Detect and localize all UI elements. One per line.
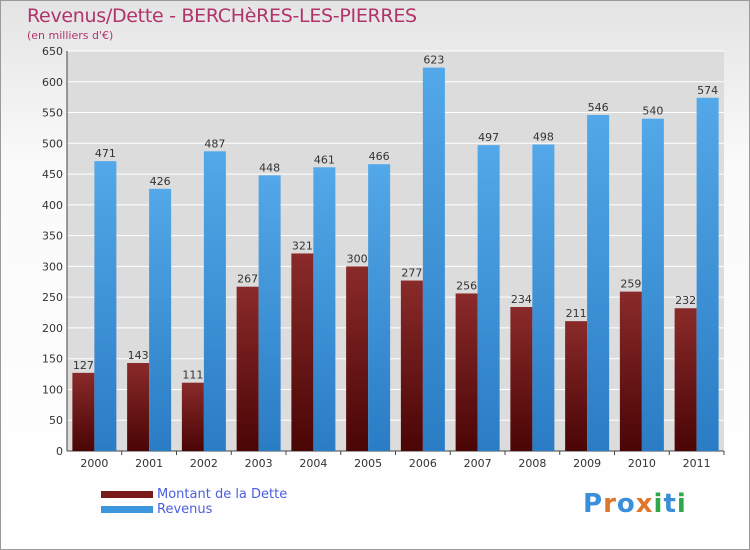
x-tick-label: 2011 (683, 457, 711, 470)
bar-dette (565, 321, 588, 451)
bar-dette (400, 280, 423, 451)
bar-dette (291, 253, 314, 451)
bar-revenus (94, 161, 117, 451)
x-tick-label: 2004 (299, 457, 327, 470)
bar-revenus (587, 115, 610, 451)
x-tick-label: 2009 (573, 457, 601, 470)
y-tick-label: 250 (42, 291, 63, 304)
data-label-dette: 277 (401, 267, 422, 280)
legend-swatch-revenus (101, 506, 153, 513)
y-tick-label: 600 (42, 76, 63, 89)
legend-swatch-dette (101, 491, 153, 498)
y-tick-label: 550 (42, 107, 63, 120)
data-label-revenus: 426 (150, 175, 171, 188)
legend-label-revenus: Revenus (157, 502, 213, 517)
legend-item-revenus: Revenus (101, 502, 287, 517)
bar-dette (455, 293, 478, 451)
bar-dette (127, 363, 150, 451)
y-tick-label: 500 (42, 137, 63, 150)
bar-revenus (422, 67, 445, 451)
bar-dette (619, 291, 642, 451)
data-label-dette: 127 (73, 359, 94, 372)
data-label-dette: 256 (456, 279, 477, 292)
bar-revenus (258, 175, 281, 452)
bar-dette (346, 266, 369, 451)
data-label-revenus: 546 (588, 101, 609, 114)
bar-revenus (313, 167, 336, 452)
legend-item-dette: Montant de la Dette (101, 487, 287, 502)
y-tick-label: 650 (42, 45, 63, 58)
legend-label-dette: Montant de la Dette (157, 487, 288, 502)
legend: Montant de la Dette Revenus (101, 487, 287, 517)
x-tick-label: 2003 (245, 457, 273, 470)
chart-title: Revenus/Dette - BERCHèRES-LES-PIERRES (27, 5, 417, 27)
bar-dette (72, 372, 95, 451)
x-tick-label: 2000 (80, 457, 108, 470)
data-label-dette: 259 (620, 278, 641, 291)
data-label-revenus: 471 (95, 147, 116, 160)
data-label-dette: 234 (511, 293, 532, 306)
x-tick-label: 2002 (190, 457, 218, 470)
data-label-revenus: 466 (369, 150, 390, 163)
y-tick-label: 0 (56, 445, 63, 458)
y-tick-label: 50 (49, 414, 63, 427)
data-label-revenus: 487 (204, 137, 225, 150)
plot-area (67, 51, 724, 451)
bar-revenus (477, 145, 500, 451)
bar-revenus (368, 164, 391, 451)
bar-dette (181, 382, 204, 451)
data-label-revenus: 623 (423, 54, 444, 67)
x-tick-label: 2008 (518, 457, 546, 470)
bar-dette (510, 307, 533, 451)
data-label-dette: 211 (566, 307, 587, 320)
data-label-revenus: 461 (314, 153, 335, 166)
x-tick-label: 2001 (135, 457, 163, 470)
data-label-revenus: 540 (642, 105, 663, 118)
data-label-revenus: 497 (478, 131, 499, 144)
data-label-dette: 267 (237, 273, 258, 286)
bar-dette (674, 308, 697, 451)
y-tick-label: 100 (42, 383, 63, 396)
bar-revenus (532, 144, 555, 452)
bar-revenus (203, 151, 226, 452)
x-tick-label: 2010 (628, 457, 656, 470)
data-label-revenus: 574 (697, 84, 718, 97)
x-tick-label: 2006 (409, 457, 437, 470)
chart-subtitle: (en milliers d'€) (27, 29, 114, 42)
data-label-dette: 143 (128, 349, 149, 362)
bar-dette (236, 286, 259, 451)
y-tick-label: 400 (42, 199, 63, 212)
x-tick-label: 2005 (354, 457, 382, 470)
data-label-revenus: 448 (259, 161, 280, 174)
y-tick-label: 200 (42, 322, 63, 335)
data-label-dette: 232 (675, 294, 696, 307)
y-tick-label: 150 (42, 353, 63, 366)
data-label-revenus: 498 (533, 131, 554, 144)
bar-revenus (641, 118, 664, 451)
proxiti-logo: Proxiti (583, 489, 687, 519)
y-tick-label: 450 (42, 168, 63, 181)
y-tick-label: 300 (42, 260, 63, 273)
bar-revenus (696, 97, 719, 452)
data-label-dette: 111 (182, 369, 203, 382)
data-label-dette: 300 (347, 252, 368, 265)
data-label-dette: 321 (292, 239, 313, 252)
bar-revenus (149, 188, 172, 451)
y-tick-label: 350 (42, 230, 63, 243)
x-tick-label: 2007 (464, 457, 492, 470)
